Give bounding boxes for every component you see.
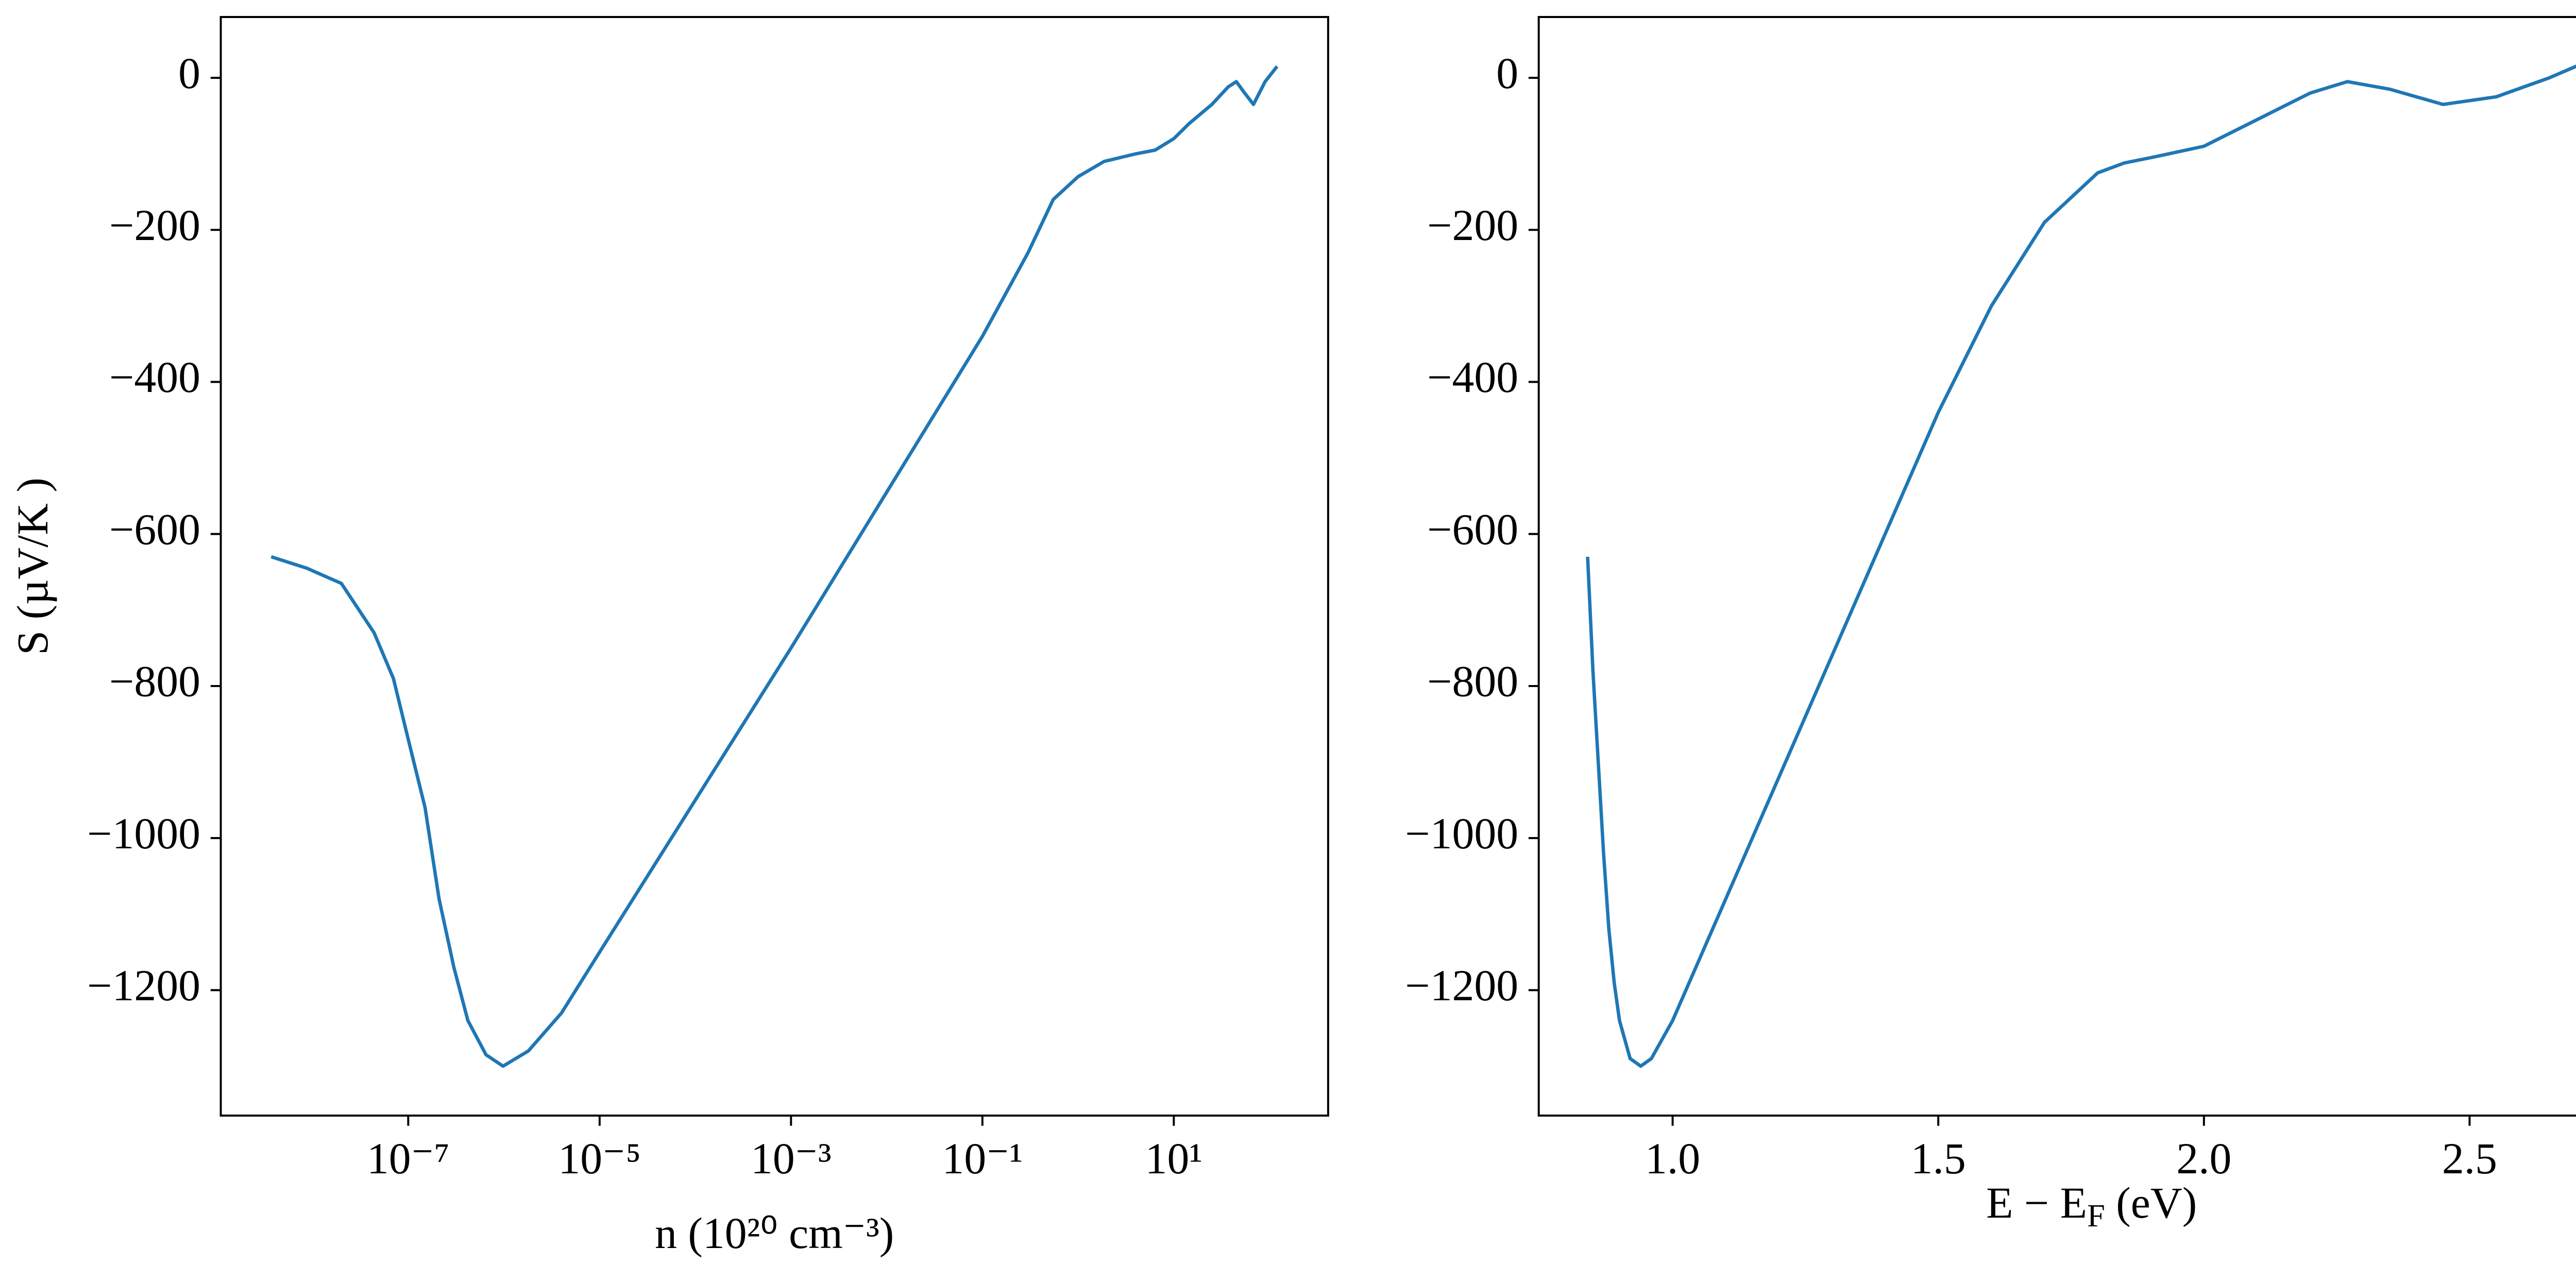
x-tick-label: 10⁻³ [751,1134,832,1183]
y-tick-label: −600 [109,505,200,554]
x-tick-label: 1.5 [1911,1134,1966,1183]
x-tick-label: 2.5 [2442,1134,2497,1183]
y-tick-label: −200 [109,201,200,250]
data-line [1586,64,2576,1068]
y-tick-label: −1200 [1405,961,1518,1010]
y-tick-label: −800 [109,657,200,706]
y-tick-label: −600 [1427,505,1518,554]
x-axis-label-sub: F [2087,1198,2105,1234]
y-tick-label: −1200 [87,961,200,1010]
y-tick-label: −800 [1427,657,1518,706]
x-tick-label: 10⁻⁷ [367,1134,450,1183]
x-axis-label: n (10²⁰ cm⁻³) [655,1209,894,1258]
y-tick-label: 0 [178,49,200,98]
plot-frame [1537,16,2576,1117]
x-tick-label: 10⁻⁵ [558,1134,641,1183]
y-tick-label: −400 [1427,353,1518,402]
x-axis-label: E − EF (eV) [1986,1178,2197,1234]
data-line [270,65,1279,1068]
x-tick-label: 10¹ [1145,1134,1202,1183]
x-axis-label-text: E − E [1986,1178,2087,1227]
x-axis-label-unit: (eV) [2105,1178,2197,1227]
y-tick-label: −1000 [87,809,200,858]
y-tick-label: −200 [1427,201,1518,250]
y-tick-label: 0 [1496,49,1518,98]
y-axis-label: S (µV/K ) [8,477,57,655]
y-tick-label: −1000 [1405,809,1518,858]
plot-frame [219,16,1329,1117]
y-tick-label: −400 [109,353,200,402]
x-tick-label: 2.0 [2176,1134,2231,1183]
x-tick-label: 10⁻¹ [942,1134,1023,1183]
x-tick-label: 1.0 [1645,1134,1700,1183]
